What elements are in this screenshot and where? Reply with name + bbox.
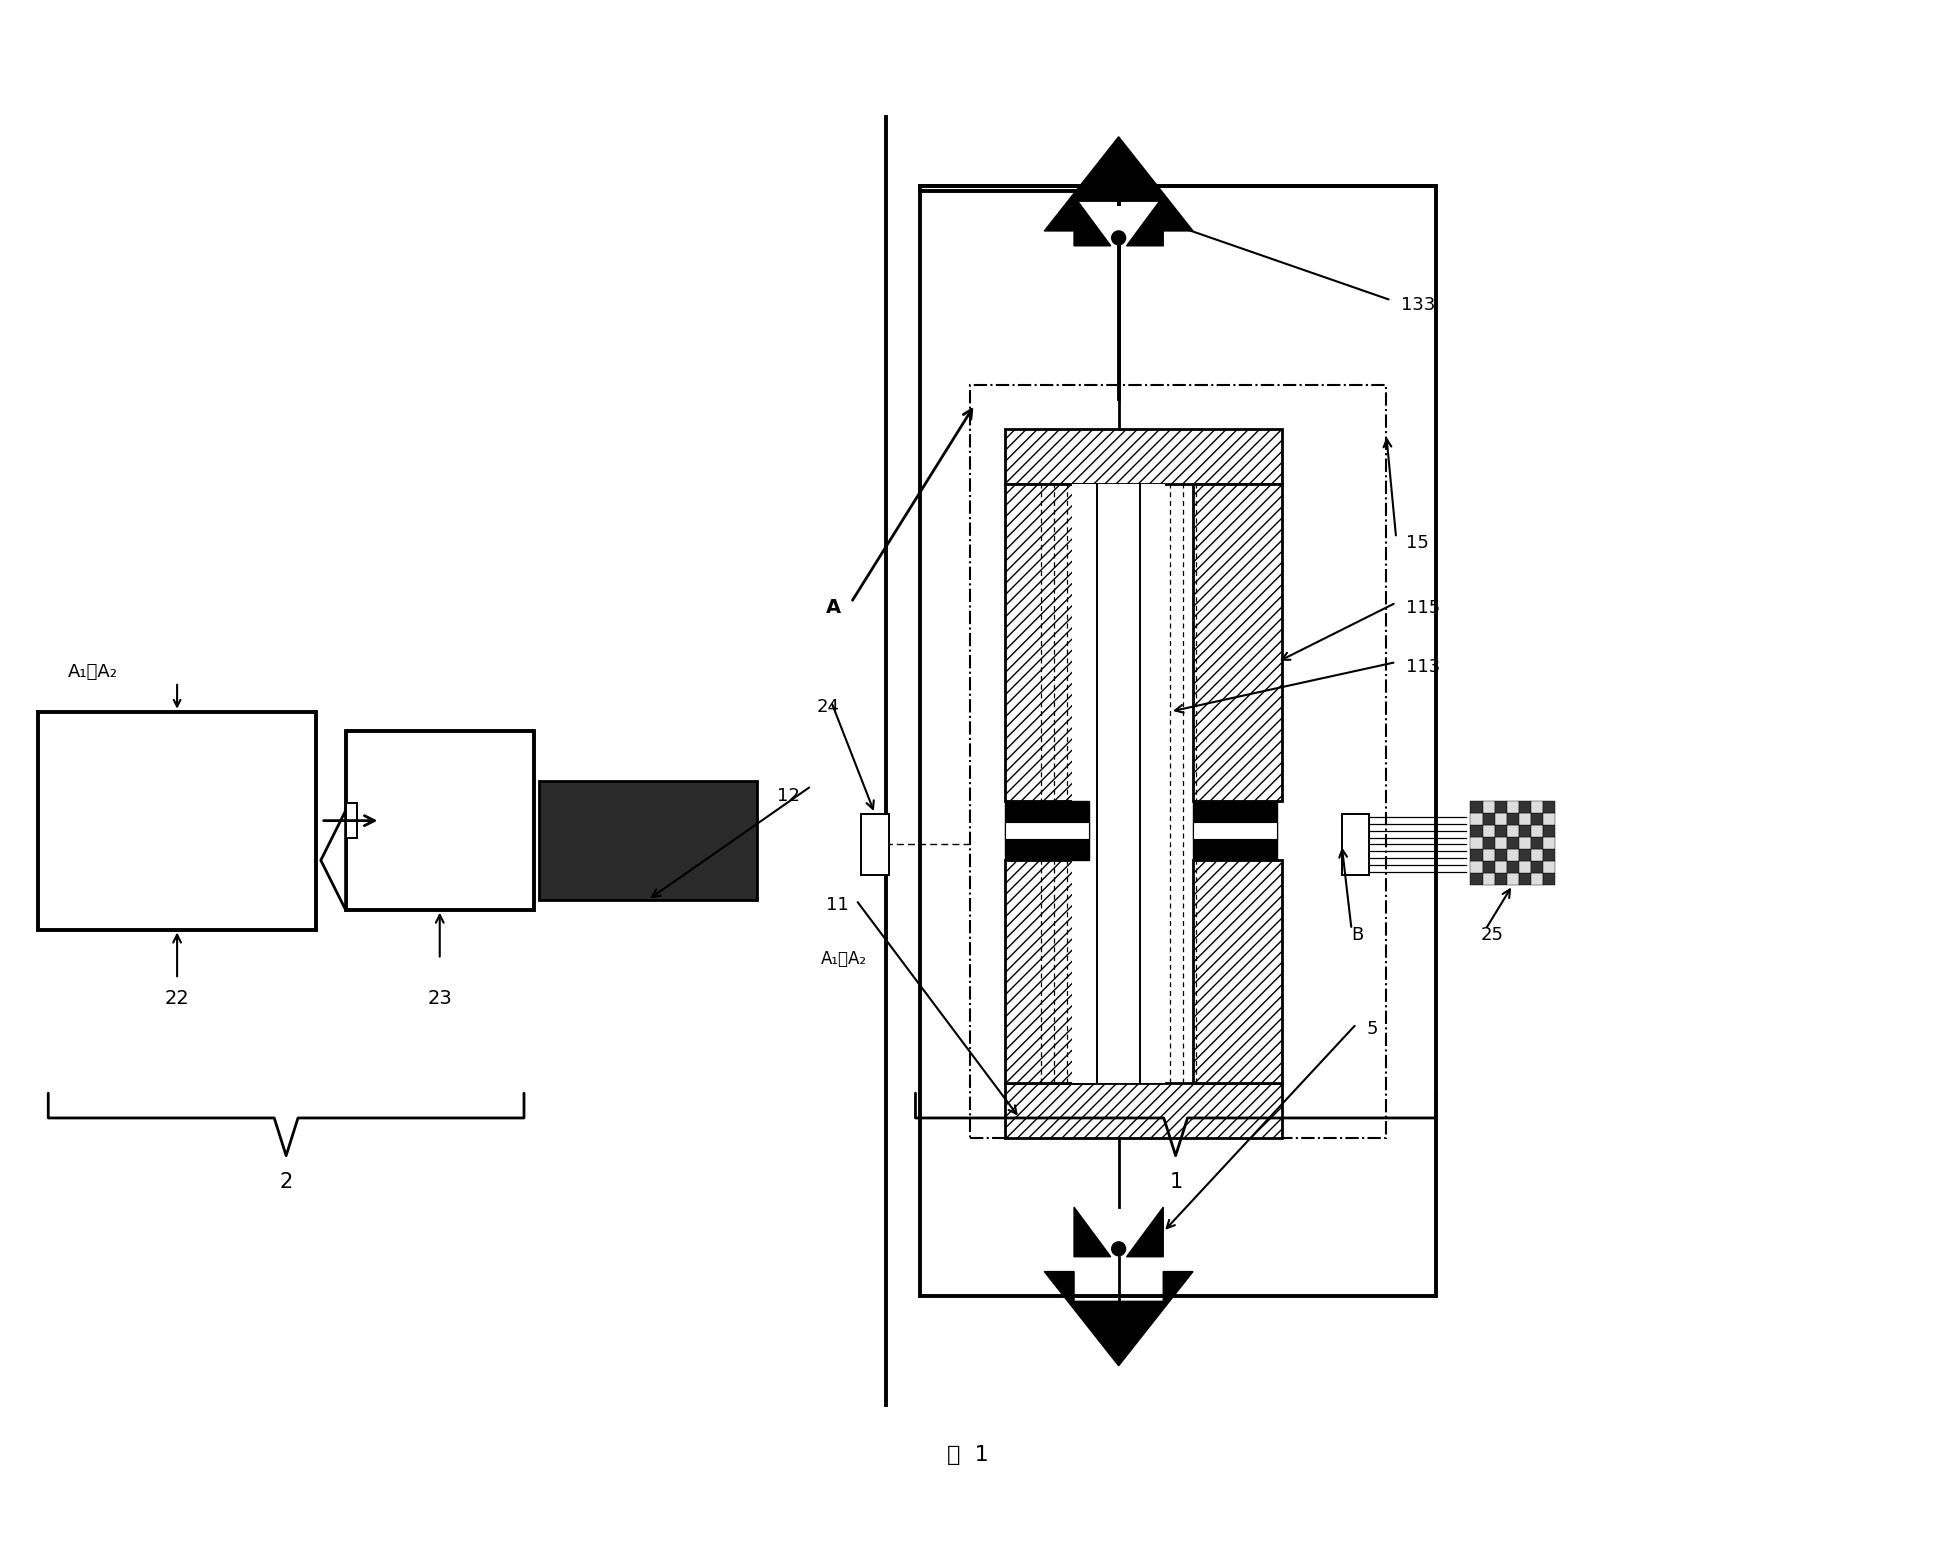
- Bar: [1111, 206, 1125, 240]
- Bar: [1506, 801, 1518, 813]
- Text: 23: 23: [428, 990, 453, 1008]
- Bar: [1531, 849, 1543, 862]
- Bar: [1005, 860, 1094, 1083]
- Bar: [1543, 801, 1555, 813]
- Text: 113: 113: [1406, 659, 1440, 676]
- Bar: [1483, 862, 1495, 873]
- Bar: [1506, 824, 1518, 837]
- Bar: [1495, 813, 1506, 824]
- Polygon shape: [1044, 137, 1193, 231]
- Text: 12: 12: [776, 787, 800, 805]
- Bar: [1193, 484, 1282, 801]
- Circle shape: [1111, 231, 1125, 245]
- Bar: [1495, 849, 1506, 862]
- Bar: [1495, 837, 1506, 849]
- Bar: [1543, 849, 1555, 862]
- Bar: [347, 732, 534, 910]
- Bar: [1531, 824, 1543, 837]
- Bar: [1005, 484, 1094, 801]
- Bar: [1518, 862, 1531, 873]
- Bar: [1495, 824, 1506, 837]
- Text: 图  1: 图 1: [947, 1445, 989, 1464]
- Bar: [1193, 821, 1278, 840]
- Polygon shape: [321, 810, 347, 910]
- Bar: [1495, 801, 1506, 813]
- Bar: [1543, 862, 1555, 873]
- Bar: [1518, 801, 1531, 813]
- Bar: [1471, 837, 1483, 849]
- Bar: [1506, 813, 1518, 824]
- Bar: [1531, 837, 1543, 849]
- Text: B: B: [1351, 926, 1363, 943]
- Bar: [347, 802, 358, 838]
- Bar: [1483, 813, 1495, 824]
- Bar: [1506, 873, 1518, 885]
- Text: 133: 133: [1402, 297, 1435, 314]
- Text: 22: 22: [165, 990, 190, 1008]
- Bar: [1471, 849, 1483, 862]
- Bar: [1483, 873, 1495, 885]
- Text: A: A: [827, 598, 842, 617]
- Bar: [1518, 837, 1531, 849]
- Bar: [1471, 873, 1483, 885]
- Circle shape: [1111, 1243, 1125, 1255]
- Text: A₁、A₂: A₁、A₂: [68, 663, 118, 681]
- Bar: [1483, 801, 1495, 813]
- Bar: [1506, 849, 1518, 862]
- Polygon shape: [1127, 1207, 1164, 1257]
- Text: 11: 11: [827, 896, 850, 913]
- Bar: [1005, 1083, 1282, 1138]
- Polygon shape: [1044, 1272, 1193, 1366]
- Bar: [1483, 824, 1495, 837]
- Bar: [1111, 1218, 1125, 1252]
- Bar: [1342, 813, 1369, 876]
- Bar: [1193, 860, 1282, 1083]
- Bar: [1543, 813, 1555, 824]
- Bar: [1543, 824, 1555, 837]
- Bar: [1543, 873, 1555, 885]
- Bar: [1518, 824, 1531, 837]
- Bar: [1543, 837, 1555, 849]
- Bar: [538, 780, 757, 901]
- Bar: [1506, 837, 1518, 849]
- Bar: [1518, 849, 1531, 862]
- Text: 1: 1: [1169, 1172, 1183, 1193]
- Bar: [1531, 873, 1543, 885]
- Bar: [1531, 862, 1543, 873]
- Bar: [1193, 801, 1278, 860]
- Polygon shape: [1127, 197, 1164, 245]
- Text: 24: 24: [817, 698, 840, 715]
- Text: 115: 115: [1406, 598, 1440, 617]
- Bar: [1531, 813, 1543, 824]
- Bar: [1005, 821, 1088, 840]
- Bar: [970, 384, 1386, 1138]
- Bar: [1483, 837, 1495, 849]
- Bar: [1471, 801, 1483, 813]
- Bar: [1471, 862, 1483, 873]
- Text: 25: 25: [1481, 926, 1504, 943]
- Text: A₁、A₂: A₁、A₂: [821, 951, 867, 968]
- Bar: [1483, 849, 1495, 862]
- Bar: [1531, 801, 1543, 813]
- Bar: [39, 712, 316, 930]
- Bar: [862, 813, 889, 876]
- Polygon shape: [1074, 197, 1111, 245]
- Text: 5: 5: [1367, 1019, 1378, 1038]
- Bar: [1471, 824, 1483, 837]
- Bar: [1518, 813, 1531, 824]
- Bar: [1518, 873, 1531, 885]
- Text: 15: 15: [1406, 534, 1429, 553]
- Bar: [920, 186, 1437, 1296]
- Bar: [1471, 813, 1483, 824]
- Bar: [1005, 801, 1088, 860]
- Bar: [1495, 862, 1506, 873]
- Bar: [1506, 862, 1518, 873]
- Text: 2: 2: [279, 1172, 292, 1193]
- Bar: [1495, 873, 1506, 885]
- Bar: [1005, 429, 1282, 484]
- Polygon shape: [1074, 1207, 1111, 1257]
- Bar: [1073, 484, 1165, 1083]
